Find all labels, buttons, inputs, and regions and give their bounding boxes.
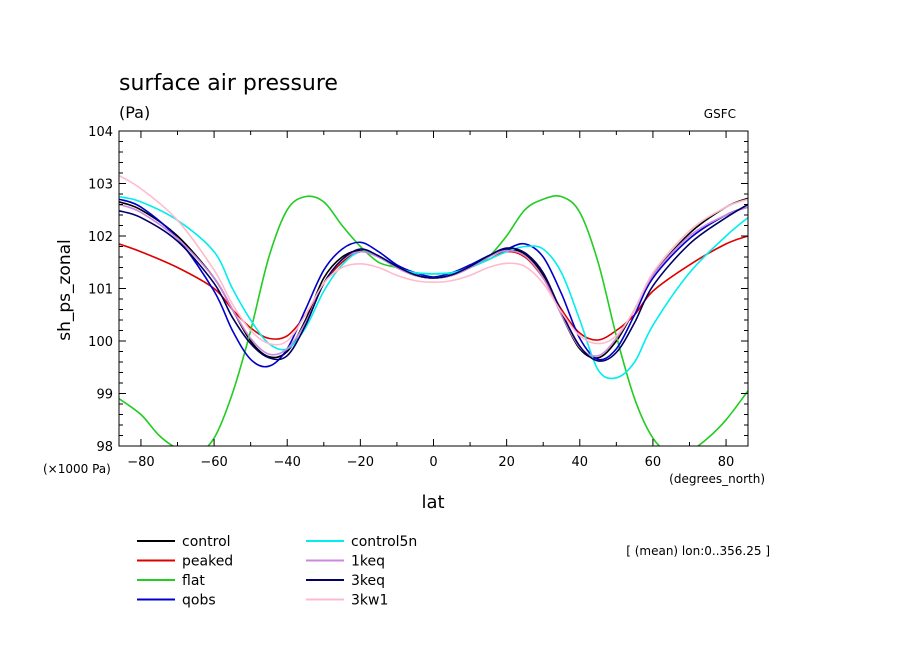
- series-line-3kw1: [119, 174, 748, 346]
- x-tick-label: −80: [127, 455, 154, 470]
- series-layer: [119, 174, 748, 446]
- series-line-3keq: [119, 203, 748, 362]
- series-line-control5n: [119, 195, 748, 380]
- source-label: GSFC: [704, 107, 736, 121]
- series-line-1keq: [119, 203, 748, 357]
- y-tick-label: 99: [96, 388, 113, 403]
- chart-title: surface air pressure: [119, 71, 338, 96]
- legend: control peaked flat qobs control5n 1keq 3keq 3k…: [137, 534, 417, 609]
- y-tick-label: 101: [88, 283, 113, 298]
- series-line-qobs: [119, 198, 748, 368]
- legend-label-3kw1: 3kw1: [351, 593, 388, 609]
- region-note: [ (mean) lon:0..356.25 ]: [626, 544, 770, 558]
- x-tick-label: 40: [572, 455, 589, 470]
- y-tick-label: 104: [88, 125, 113, 140]
- units-label: (Pa): [119, 103, 150, 122]
- y-scale-note: (×1000 Pa): [43, 462, 111, 476]
- y-tick-label: 100: [88, 335, 113, 350]
- x-tick-label: 20: [498, 455, 515, 470]
- legend-label-control: control: [182, 534, 231, 550]
- x-tick-label: −40: [274, 455, 301, 470]
- legend-label-qobs: qobs: [182, 593, 216, 609]
- legend-label-3keq: 3keq: [351, 573, 385, 589]
- x-axis-label: lat: [421, 492, 444, 513]
- y-tick-label: 103: [88, 178, 113, 193]
- y-tick-label: 102: [88, 230, 113, 245]
- x-tick-label: 80: [718, 455, 735, 470]
- legend-label-flat: flat: [182, 573, 205, 589]
- x-tick-label: 60: [645, 455, 662, 470]
- legend-label-peaked: peaked: [182, 554, 233, 570]
- x-tick-label: −20: [347, 455, 374, 470]
- tick-layer: −80 −60 −40 −20 0 20 40 60 80 98 99 100 101 102 103 104: [88, 125, 748, 470]
- legend-label-control5n: control5n: [351, 534, 417, 550]
- x-tick-label: 0: [429, 455, 437, 470]
- x-tick-label: −60: [200, 455, 227, 470]
- y-tick-label: 98: [96, 440, 113, 455]
- x-units-note: (degrees_north): [669, 472, 765, 486]
- y-axis-label: sh_ps_zonal: [55, 239, 75, 341]
- legend-label-1keq: 1keq: [351, 554, 385, 570]
